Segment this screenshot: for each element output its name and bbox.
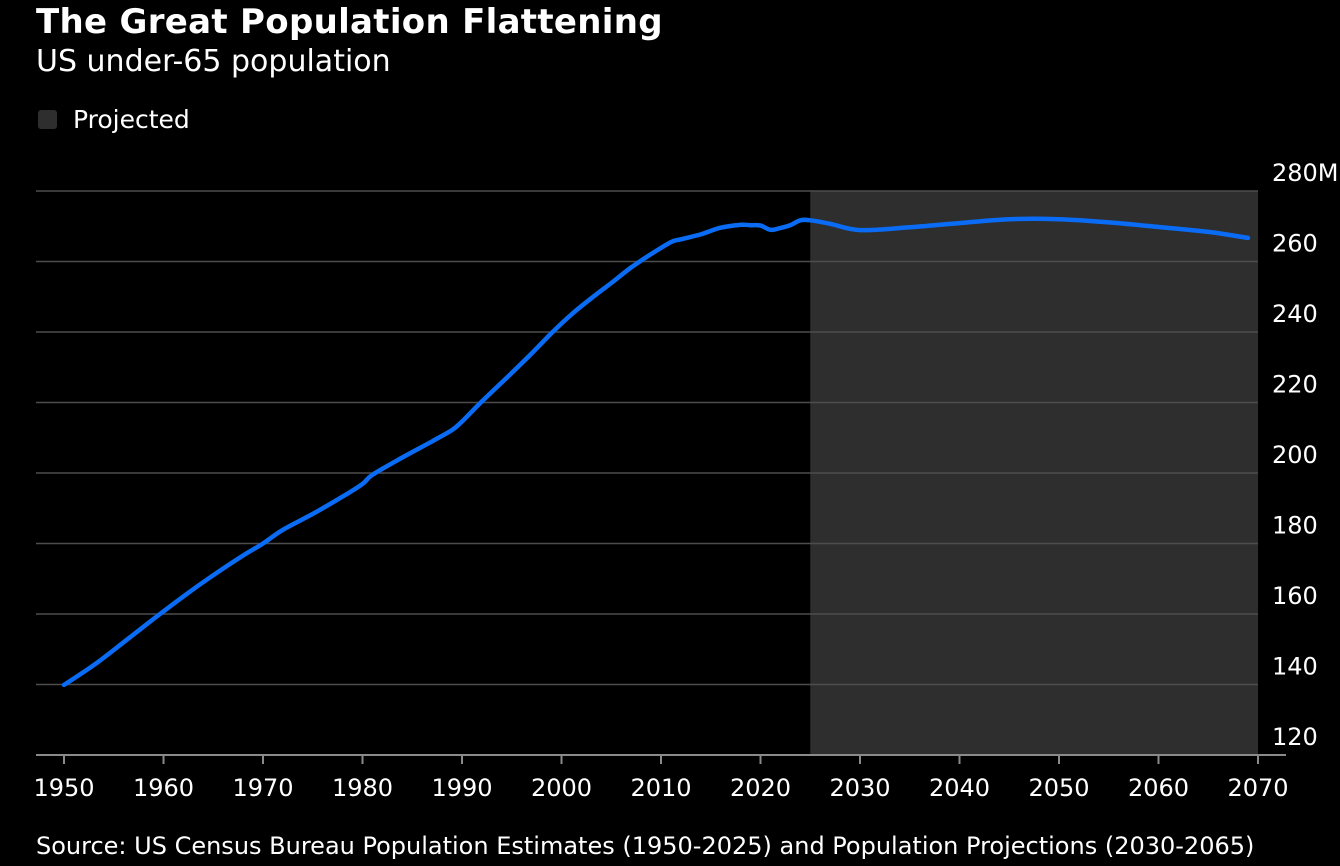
x-tick-label: 1950 [33,774,94,802]
chart-subtitle: US under-65 population [36,44,391,79]
x-tick-label: 2060 [1128,774,1189,802]
y-tick-label: 280M [1272,159,1339,187]
x-tick-label: 1970 [232,774,293,802]
y-tick-label: 160 [1272,582,1318,610]
gridlines [36,190,1286,756]
legend-swatch-projected [38,110,57,129]
legend-label-projected: Projected [73,105,190,134]
x-tick-label: 1980 [332,774,393,802]
x-tick-label: 1990 [431,774,492,802]
x-tick-label: 1960 [133,774,194,802]
y-tick-label: 120 [1272,723,1318,751]
y-axis: 120 140 160 180 200 220 240 260 280M [1272,159,1339,751]
source-note: Source: US Census Bureau Population Esti… [36,832,1255,860]
x-tick-label: 2040 [929,774,990,802]
x-axis: 1950 1960 1970 1980 1990 2000 2010 2020 2030 2040… [33,755,1289,802]
series-line [61,216,1251,688]
y-tick-label: 240 [1272,300,1318,328]
x-tick-label: 2030 [829,774,890,802]
y-tick-label: 200 [1272,441,1318,469]
y-tick-label: 220 [1272,371,1318,399]
series-layer [61,216,1251,688]
y-tick-label: 260 [1272,230,1318,258]
legend: Projected [38,105,190,134]
x-tick-label: 2050 [1028,774,1089,802]
y-tick-label: 180 [1272,512,1318,540]
y-tick-label: 140 [1272,653,1318,681]
x-tick-label: 2070 [1227,774,1288,802]
x-tick-label: 2020 [730,774,791,802]
x-tick-label: 2010 [630,774,691,802]
x-tick-label: 2000 [531,774,592,802]
chart-title: The Great Population Flattening [36,2,663,42]
